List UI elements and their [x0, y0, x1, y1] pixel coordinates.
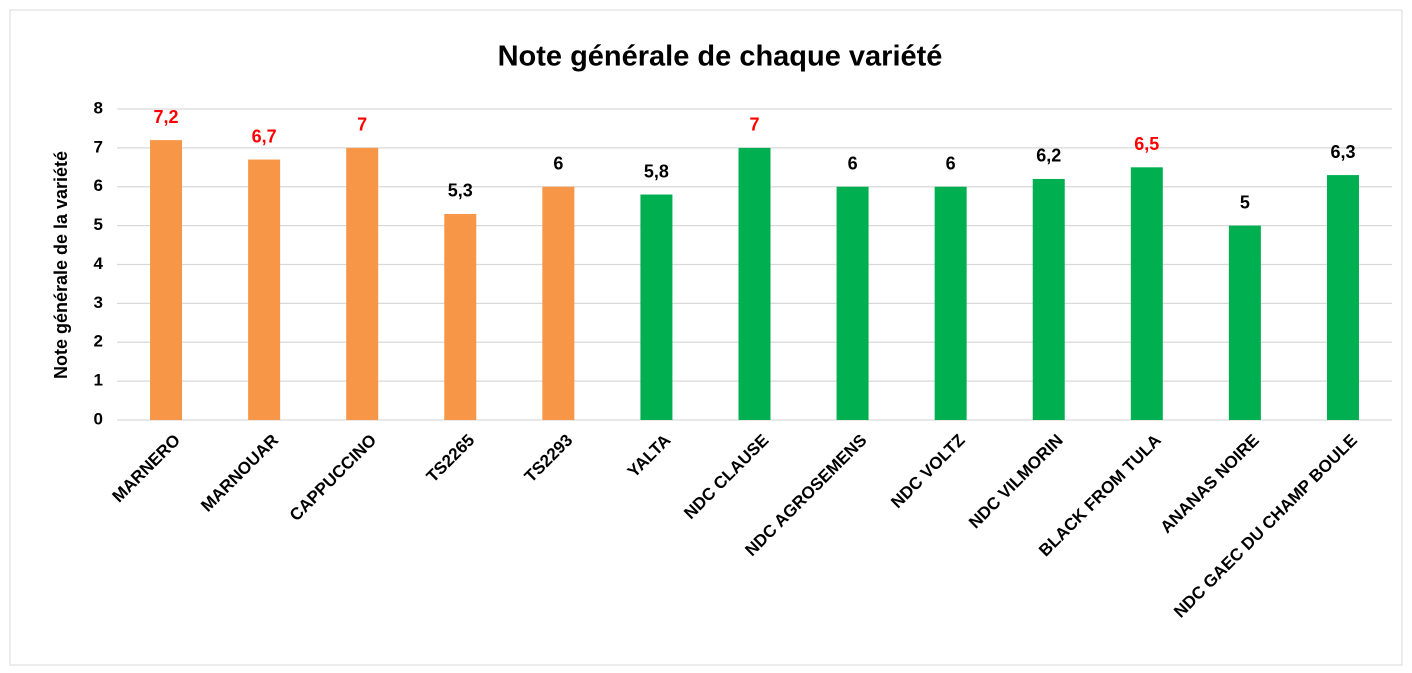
bar	[150, 140, 183, 420]
bar	[1228, 225, 1261, 420]
bar	[738, 147, 771, 420]
bar	[542, 186, 575, 420]
y-tick-label: 6	[94, 176, 103, 195]
y-tick-label: 5	[94, 215, 103, 234]
value-label: 7	[749, 115, 759, 135]
y-tick-label: 3	[94, 293, 103, 312]
bar	[346, 147, 379, 420]
bar	[444, 213, 477, 420]
bar	[1130, 167, 1163, 420]
chart-title: Note générale de chaque variété	[498, 41, 943, 73]
value-label: 5	[1240, 192, 1250, 212]
chart-frame	[9, 9, 1403, 666]
bar	[836, 186, 869, 420]
bar	[1326, 175, 1359, 420]
y-tick-label: 4	[94, 254, 104, 273]
value-label: 6,2	[1036, 146, 1061, 166]
y-tick-label: 1	[94, 371, 103, 390]
value-label: 7	[357, 115, 367, 135]
y-tick-label: 7	[94, 137, 103, 156]
value-label: 6	[848, 154, 858, 174]
value-label: 6	[946, 154, 956, 174]
value-label: 6	[553, 154, 563, 174]
y-tick-label: 0	[94, 409, 103, 428]
y-tick-label: 8	[94, 98, 103, 117]
y-tick-label: 2	[94, 332, 103, 351]
value-label: 6,5	[1134, 134, 1159, 154]
y-axis-label: Note générale de la variété	[51, 151, 71, 379]
value-label: 6,3	[1330, 142, 1355, 162]
value-label: 6,7	[252, 126, 277, 146]
bar	[934, 186, 967, 420]
value-label: 7,2	[154, 107, 179, 127]
value-label: 5,3	[448, 181, 473, 201]
bar	[248, 159, 281, 420]
value-label: 5,8	[644, 161, 669, 181]
bar	[1032, 178, 1065, 420]
bar	[640, 194, 673, 420]
